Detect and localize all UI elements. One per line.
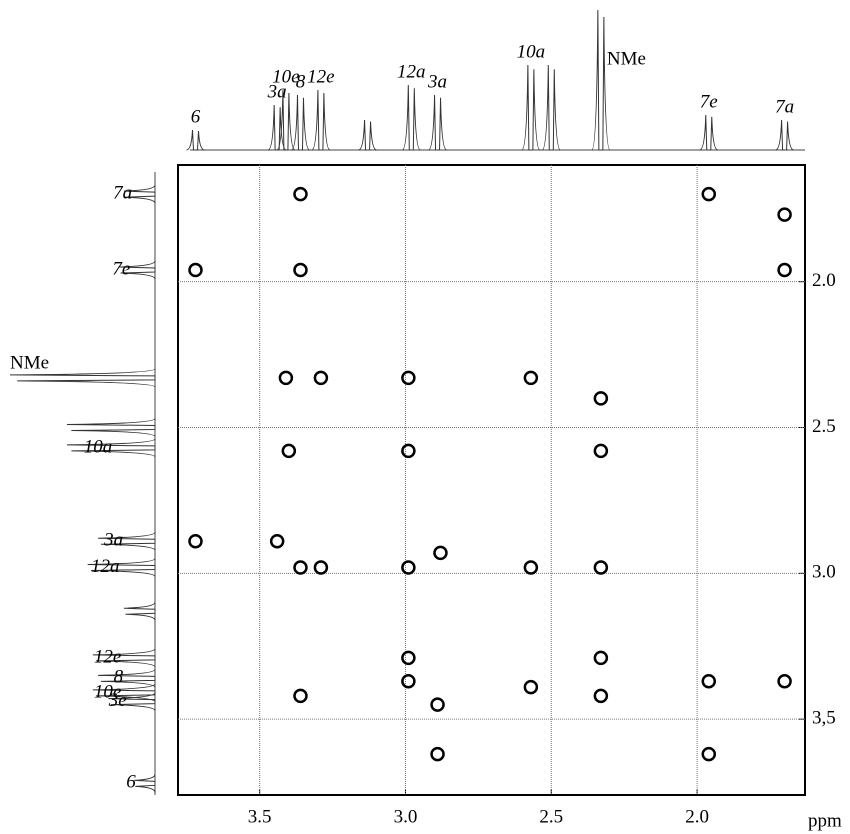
- left-peak: [9, 368, 156, 388]
- top-peak: [358, 119, 377, 151]
- top-peak: [591, 9, 611, 151]
- x-tick-label: 3.5: [248, 806, 272, 827]
- left-peak: [92, 648, 156, 668]
- left-peak: [98, 669, 156, 688]
- top-peak: [291, 94, 310, 151]
- top-peak: [521, 64, 541, 151]
- left-peak: [134, 774, 156, 793]
- cross-peak: [269, 534, 285, 549]
- cross-peak: [313, 560, 329, 575]
- x-tick-label: 2.0: [685, 806, 709, 827]
- cross-peak: [281, 443, 297, 459]
- left-peak: [66, 418, 156, 437]
- x-axis-label: ppm: [808, 810, 842, 831]
- cross-peak: [701, 746, 717, 762]
- cross-peak: [777, 262, 792, 278]
- top-peak: [541, 64, 561, 151]
- cross-peak: [293, 262, 308, 278]
- left-peak: [87, 558, 156, 577]
- left-peak: [118, 260, 156, 280]
- top-peak-label: 7a: [775, 96, 794, 117]
- cross-peak: [401, 370, 416, 386]
- cross-peak: [593, 688, 609, 704]
- top-peak-label: 10e: [272, 66, 299, 87]
- cross-peak: [701, 674, 717, 689]
- left-peak: [123, 184, 156, 204]
- left-peak-label: NMe: [10, 352, 49, 373]
- cross-peak: [430, 697, 445, 712]
- top-peak: [428, 94, 447, 151]
- cross-peak: [593, 391, 609, 406]
- x-tick-label: 2.5: [539, 806, 563, 827]
- cross-peak: [777, 207, 792, 222]
- cross-peak: [523, 560, 539, 575]
- cross-peak: [293, 688, 308, 704]
- cross-peak: [433, 545, 448, 561]
- top-peak-label: 8: [296, 71, 306, 92]
- left-peak-label: 10a: [84, 436, 113, 457]
- cross-peak: [293, 560, 308, 575]
- cross-peak: [188, 262, 203, 278]
- top-peak: [775, 119, 794, 151]
- top-peak-label: 7e: [700, 91, 718, 112]
- left-peak-label: 7a: [113, 183, 132, 204]
- top-peak-label: 10a: [517, 41, 546, 62]
- cross-peak: [593, 560, 609, 575]
- top-peak-label: 12a: [397, 61, 426, 82]
- left-peak-label: 10e: [94, 681, 121, 702]
- cross-peak: [313, 370, 329, 386]
- plot-frame: [177, 164, 806, 796]
- top-peak-label: 12e: [307, 66, 334, 87]
- top-peak: [186, 129, 205, 151]
- cross-peak: [701, 186, 717, 202]
- cross-peak: [401, 560, 416, 575]
- top-peak-label: NMe: [607, 48, 646, 69]
- left-peak-label: 7e: [112, 258, 130, 279]
- cross-peak: [777, 674, 792, 689]
- cross-peak: [401, 443, 416, 459]
- top-peak: [311, 89, 331, 151]
- y-tick-label: 2.5: [812, 416, 836, 437]
- top-peak-label: 3a: [427, 71, 447, 92]
- y-tick-label: 2.0: [812, 270, 836, 291]
- left-peak-label: 12e: [94, 646, 121, 667]
- top-peak: [276, 89, 296, 151]
- cross-peak: [293, 186, 308, 202]
- left-peak-label: 6: [126, 772, 136, 793]
- x-tick-label: 3.0: [394, 806, 418, 827]
- top-peak: [401, 84, 421, 151]
- cross-peak: [278, 370, 294, 386]
- y-tick-label: 3,5: [812, 708, 836, 729]
- cross-peak: [523, 679, 539, 695]
- cross-peak: [401, 674, 416, 689]
- cross-peak: [401, 650, 416, 666]
- cross-peak: [430, 746, 445, 762]
- top-peak-label: 3a: [267, 81, 287, 102]
- left-peak: [98, 531, 156, 551]
- left-peak: [92, 683, 156, 703]
- left-peak: [123, 602, 156, 621]
- left-peak-label: 8: [114, 667, 124, 688]
- top-peak: [699, 114, 718, 151]
- cross-peak: [188, 534, 203, 549]
- left-peak: [66, 438, 156, 458]
- cross-peak: [523, 370, 539, 386]
- left-peak-label: 12a: [91, 556, 120, 577]
- cross-peak: [593, 650, 609, 666]
- y-tick-label: 3.0: [812, 562, 836, 583]
- cross-peak: [593, 443, 609, 459]
- left-peak-label: 3a: [103, 530, 123, 551]
- top-peak-label: 6: [191, 106, 201, 127]
